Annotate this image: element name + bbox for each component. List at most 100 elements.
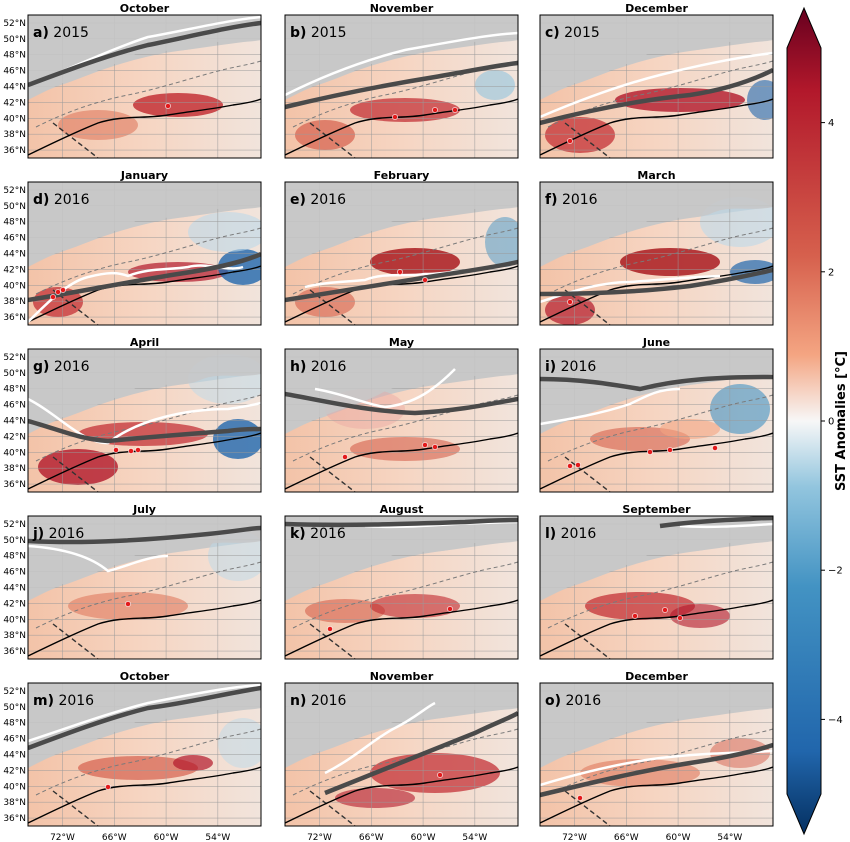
gulf-stream-front: [540, 432, 773, 490]
anomaly-patch: [615, 88, 745, 112]
gulf-stream-front: [540, 98, 773, 156]
panel-frame: [284, 14, 519, 159]
colorbar-tick-label: 0: [828, 417, 834, 428]
panel-id: a): [33, 25, 49, 41]
map-content: [540, 349, 773, 492]
map-panel: January d) 2016 52°N 50°N 48°N 46°N 44°N 42°N 40…: [3, 169, 262, 326]
dark-contour: [28, 251, 261, 303]
map-content: [28, 182, 261, 325]
map-panel: November b) 2015: [284, 2, 519, 159]
transect-line: [564, 790, 611, 826]
panel-year: 2015: [306, 25, 346, 41]
lat-tick-label: 46°N: [3, 401, 26, 411]
panel-label: f) 2016: [545, 192, 598, 208]
colorbar-tick-label: −4: [828, 715, 843, 726]
panel-label: o) 2016: [545, 693, 601, 709]
map-panel: August k) 2016: [284, 503, 519, 660]
map-content: [285, 683, 518, 826]
panel-label: m) 2016: [33, 693, 94, 709]
transect-line: [309, 122, 356, 158]
coastline-land: [28, 516, 261, 601]
gulf-stream-front: [28, 766, 261, 824]
lat-tick-label: 48°N: [3, 51, 26, 61]
panel-year: 2016: [556, 526, 596, 542]
lat-tick-label: 40°N: [3, 114, 26, 124]
panel-month-title: September: [622, 503, 691, 516]
map-panel: April g) 2016 52°N 50°N 48°N 46°N 44°N 42°N 40°N…: [3, 336, 262, 493]
panel-id: i): [545, 359, 556, 375]
panel-frame: [27, 181, 262, 326]
lon-tick-label: 66°W: [359, 833, 384, 842]
anomaly-patch: [485, 217, 518, 267]
panel-year: 2016: [306, 526, 346, 542]
dark-contour: [28, 525, 261, 545]
coastline-land: [285, 683, 518, 768]
panel-month-title: October: [120, 670, 170, 683]
anomaly-patch: [660, 419, 720, 439]
lat-tick-label: 50°N: [3, 703, 26, 713]
map-content: [540, 683, 773, 826]
shelf-break-contour: [35, 728, 261, 796]
lat-tick-label: 38°N: [3, 798, 26, 808]
map-content: [285, 182, 518, 325]
lon-tick-label: 66°W: [102, 833, 127, 842]
gulf-stream-front: [285, 766, 518, 824]
anomaly-patch: [710, 384, 770, 434]
lat-tick-label: 36°N: [3, 647, 26, 657]
panel-id: c): [545, 25, 560, 41]
transect-line: [309, 456, 356, 492]
event-dot: [327, 626, 333, 632]
panel-label: h) 2016: [290, 359, 347, 375]
lat-tick-label: 52°N: [3, 186, 26, 196]
lon-tick-label: 60°W: [154, 833, 179, 842]
event-dot: [422, 442, 428, 448]
lat-tick-label: 50°N: [3, 369, 26, 379]
lat-tick-label: 36°N: [3, 814, 26, 824]
panel-year: 2016: [306, 693, 346, 709]
transect-line: [309, 790, 356, 826]
transect-line: [564, 623, 611, 659]
panel-frame: [539, 682, 774, 827]
anomaly-patch: [38, 449, 118, 485]
dark-contour: [285, 391, 518, 416]
panel-month-title: June: [642, 336, 670, 349]
map-content: [28, 683, 261, 826]
lat-tick-label: 44°N: [3, 83, 26, 93]
panel-month-title: April: [130, 336, 159, 349]
transect-line: [564, 456, 611, 492]
map-content: [540, 516, 773, 659]
panel-id: e): [290, 192, 306, 208]
event-dot: [662, 607, 668, 613]
anomaly-patch: [335, 788, 415, 808]
lat-tick-label: 44°N: [3, 250, 26, 260]
map-panel: December c) 2015: [539, 2, 774, 159]
white-contour: [324, 701, 436, 775]
anomaly-patch: [218, 718, 261, 768]
panel-label: d) 2016: [33, 192, 90, 208]
panel-month-title: October: [120, 2, 170, 15]
event-dot: [577, 795, 583, 801]
panel-label: n) 2016: [290, 693, 347, 709]
panel-id: f): [545, 192, 558, 208]
panel-id: k): [290, 526, 306, 542]
panel-year: 2016: [561, 693, 601, 709]
gulf-stream-front: [28, 432, 261, 490]
shelf-break-contour: [292, 60, 518, 128]
colorbar-tick-label: 2: [828, 267, 834, 278]
white-contour: [28, 264, 244, 323]
panel-month-title: May: [389, 336, 414, 349]
shelf-break-contour: [292, 394, 518, 462]
panel-label: l) 2016: [545, 526, 596, 542]
colorbar-label: SST Anomalies [°C]: [834, 351, 849, 491]
colorbar-tick-label: 4: [828, 118, 834, 129]
lon-tick-label: 54°W: [462, 833, 487, 842]
dark-contour: [28, 418, 261, 444]
panel-frame: [539, 181, 774, 326]
white-contour: [540, 51, 773, 119]
lon-tick-label: 54°W: [717, 833, 742, 842]
lat-tick-label: 36°N: [3, 313, 26, 323]
panel-id: b): [290, 25, 306, 41]
anomaly-patch: [620, 248, 720, 276]
event-dot: [422, 277, 428, 283]
coastline-land: [28, 683, 261, 768]
